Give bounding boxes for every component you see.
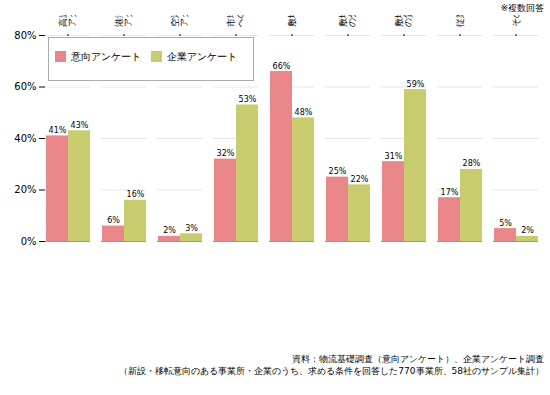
svg-text:17%: 17% [441,188,459,197]
svg-text:0%: 0% [21,236,37,247]
html-text:（新設・移転意向のある事業所・企業のうち、求める条件を回答し: （新設・移転意向のある事業所・企業のうち、求める条件を回答した770事業所、58… [119,366,544,376]
svg-text:3%: 3% [185,224,198,233]
svg-text:32%: 32% [217,149,235,158]
svg-text:2%: 2% [521,226,534,235]
svg-text:敷地の広さ: 敷地の広さ [287,15,297,27]
svg-text:43%: 43% [71,121,89,130]
svg-text:その他: その他 [511,15,521,27]
svg-text:59%: 59% [407,80,425,89]
svg-text:48%: 48% [295,108,313,117]
svg-text:22%: 22% [351,175,369,184]
svg-text:25%: 25% [329,167,347,176]
svg-text:20%: 20% [14,184,36,195]
svg-text:港湾へのアクセス性: 港湾へのアクセス性 [114,15,133,27]
svg-text:6%: 6% [107,216,120,225]
svg-text:市場・消費地・取引先等へのアクセス性: 市場・消費地・取引先等へのアクセス性 [226,15,245,27]
svg-text:53%: 53% [239,95,257,104]
svg-text:従業者の確保: 従業者の確保 [455,15,465,27]
html-text:※複数回答: ※複数回答 [500,3,544,13]
svg-text:28%: 28% [463,159,481,168]
svg-text:60%: 60% [14,81,36,92]
html-text:意向アンケート: 意向アンケート [71,49,141,63]
svg-text:高速道路へのアクセス性: 高速道路へのアクセス性 [58,15,77,27]
svg-text:敷地・用地の賃借費: 敷地・用地の賃借費 [394,15,413,27]
svg-text:敷地・用地の分譲価格: 敷地・用地の分譲価格 [338,15,357,27]
svg-text:16%: 16% [127,190,145,199]
svg-text:40%: 40% [14,133,36,144]
svg-text:空港へのアクセス性: 空港へのアクセス性 [170,15,189,27]
svg-text:2%: 2% [163,226,176,235]
html-text:企業アンケート: 企業アンケート [167,49,237,63]
svg-text:5%: 5% [499,219,512,228]
svg-text:80%: 80% [14,30,36,41]
svg-text:31%: 31% [385,152,403,161]
html-text:資料：物流基礎調査（意向アンケート）、企業アンケート調査: 資料：物流基礎調査（意向アンケート）、企業アンケート調査 [292,354,544,364]
svg-text:66%: 66% [273,62,291,71]
svg-text:41%: 41% [49,126,67,135]
